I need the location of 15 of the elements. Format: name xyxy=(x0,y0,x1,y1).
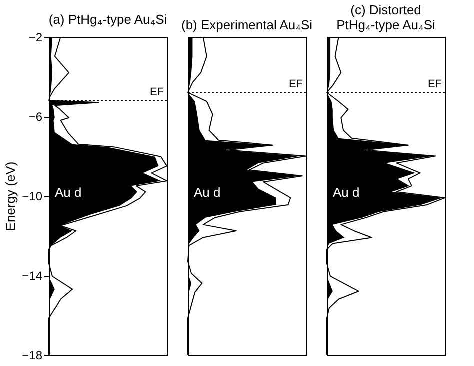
chart-title: (a) PtHg₄-type Au₄Si xyxy=(48,12,168,27)
chart-title: (b) Experimental Au₄Si xyxy=(181,18,313,32)
ref-line-label: EF xyxy=(288,78,304,91)
annotation: Au d xyxy=(55,184,82,200)
y-tick-label: −14 xyxy=(22,269,43,283)
y-tick-label: −2 xyxy=(28,30,43,44)
annotation: Au d xyxy=(194,184,221,200)
ref-line-label: EF xyxy=(428,78,442,91)
y-axis-title: Energy (eV) xyxy=(3,162,18,232)
y-tick-label: −10 xyxy=(22,190,43,204)
chart-title: (c) Distorted PtHg₄-type Au₄Si xyxy=(336,2,436,32)
annotation: Au d xyxy=(333,184,360,200)
y-tick-label: −18 xyxy=(22,348,43,362)
ref-line-label: EF xyxy=(150,86,164,99)
y-tick-label: −6 xyxy=(28,110,43,124)
